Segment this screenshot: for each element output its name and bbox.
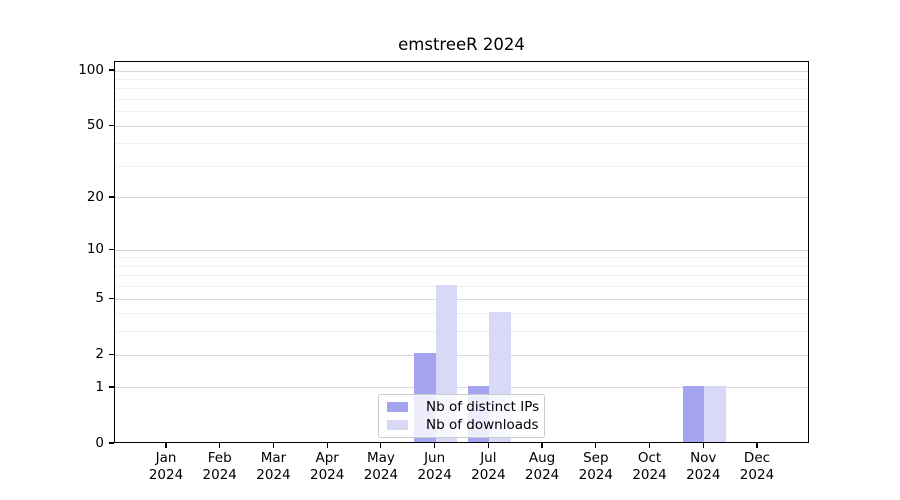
y-axis-tick-label: 1: [95, 378, 104, 395]
y-axis-tick-label: 10: [86, 241, 104, 258]
legend-swatch-distinct-ips: [387, 402, 408, 412]
x-axis-tick-label: Feb 2024: [202, 450, 237, 483]
y-tick-mark: [109, 124, 114, 126]
major-gridline: [115, 354, 808, 356]
x-tick-mark: [326, 443, 328, 448]
x-tick-mark: [380, 443, 382, 448]
x-axis-tick-label: Jun 2024: [417, 450, 452, 483]
x-axis-tick-label: Oct 2024: [632, 450, 667, 483]
minor-gridline: [115, 98, 808, 100]
x-axis-tick-label: Sep 2024: [578, 450, 613, 483]
x-tick-mark: [648, 443, 651, 448]
x-tick-mark: [756, 443, 758, 448]
major-gridline: [115, 387, 808, 389]
bar-distinct-ips-nov: [682, 385, 705, 442]
y-tick-mark: [109, 69, 114, 71]
legend-label-distinct-ips: Nb of distinct IPs: [426, 399, 540, 415]
y-tick-mark: [109, 353, 114, 355]
minor-gridline: [115, 265, 808, 267]
minor-gridline: [115, 88, 808, 90]
x-axis-tick-label: Apr 2024: [309, 450, 345, 483]
x-axis-tick-label: Dec 2024: [739, 450, 775, 483]
y-tick-mark: [109, 442, 114, 444]
legend-swatch-downloads: [387, 420, 408, 430]
x-tick-mark: [487, 443, 489, 448]
minor-gridline: [115, 78, 808, 80]
y-tick-mark: [109, 297, 114, 299]
x-axis-tick-label: Aug 2024: [524, 450, 560, 483]
x-tick-mark: [219, 443, 221, 448]
x-axis-tick-label: Jul 2024: [471, 450, 506, 483]
major-gridline: [115, 249, 808, 251]
legend-label-downloads: Nb of downloads: [426, 417, 539, 433]
x-tick-mark: [272, 443, 275, 448]
legend: Nb of distinct IPs Nb of downloads: [378, 394, 545, 438]
minor-gridline: [115, 165, 808, 167]
y-axis-tick-label: 20: [86, 188, 104, 205]
x-tick-mark: [595, 443, 597, 448]
x-axis-tick-label: Nov 2024: [686, 450, 721, 483]
legend-item-downloads: Nb of downloads: [387, 417, 539, 433]
minor-gridline: [115, 286, 808, 288]
minor-gridline: [115, 257, 808, 259]
minor-gridline: [115, 275, 808, 277]
minor-gridline: [115, 331, 808, 333]
x-axis-tick-label: Mar 2024: [256, 450, 291, 483]
minor-gridline: [115, 313, 808, 315]
minor-gridline: [115, 111, 808, 113]
y-axis-tick-label: 50: [86, 117, 104, 134]
plot-area: Nb of distinct IPs Nb of downloads: [114, 61, 809, 443]
x-tick-mark: [541, 443, 543, 448]
major-gridline: [115, 298, 808, 300]
major-gridline: [115, 70, 808, 72]
major-gridline: [115, 197, 808, 199]
x-tick-mark: [702, 443, 704, 448]
major-gridline: [115, 125, 808, 127]
bar-downloads-nov: [704, 385, 726, 442]
chart-title: emstreeR 2024: [398, 35, 525, 54]
minor-gridline: [115, 143, 808, 145]
y-tick-mark: [109, 196, 114, 198]
y-axis-tick-label: 100: [78, 62, 104, 78]
y-axis-tick-label: 5: [95, 290, 104, 307]
x-axis-tick-label: Jan 2024: [148, 450, 184, 483]
x-axis-tick-label: May 2024: [363, 450, 399, 483]
legend-item-distinct-ips: Nb of distinct IPs: [387, 399, 540, 415]
y-tick-mark: [109, 248, 114, 250]
x-tick-mark: [434, 443, 436, 448]
y-tick-mark: [109, 386, 114, 388]
y-axis-tick-label: 0: [95, 435, 104, 451]
y-axis-tick-label: 2: [95, 346, 104, 363]
x-tick-mark: [165, 443, 167, 448]
